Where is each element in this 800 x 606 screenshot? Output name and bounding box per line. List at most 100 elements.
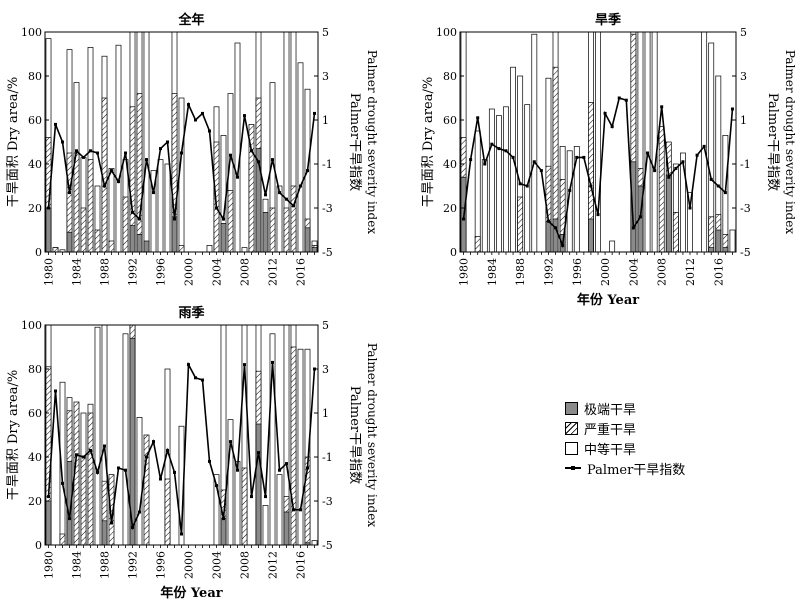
- moderate-bar: [488, 108, 495, 253]
- extreme-bar: [552, 218, 559, 253]
- pdsi-point: [702, 144, 706, 148]
- pdsi-point: [285, 197, 288, 201]
- pdsi-point: [201, 378, 204, 382]
- y2-tick-label: -5: [740, 246, 751, 259]
- extreme-swatch: [565, 401, 578, 415]
- pdsi-point: [82, 155, 85, 159]
- y2-tick-label: 5: [740, 26, 747, 39]
- x-tick-label: 2008: [239, 258, 252, 286]
- moderate-bar: [595, 31, 601, 253]
- moderate-bar: [206, 245, 213, 253]
- pdsi-point: [166, 140, 169, 144]
- chart-panel-1: 0 20 40 60 80 100 -5 -3 -1 1 3 5 1980 1984 1988 1992 199…: [6, 12, 379, 286]
- moderate-bar: [496, 115, 502, 253]
- y2-tick-label: -5: [322, 246, 333, 259]
- pdsi-point: [299, 184, 302, 188]
- pdsi-point: [306, 169, 309, 173]
- pdsi-point: [554, 226, 558, 230]
- x-tick-label: 1984: [71, 551, 84, 579]
- y2-tick-label: 5: [322, 319, 329, 332]
- pdsi-point: [264, 193, 267, 197]
- pdsi-point: [229, 153, 232, 157]
- pdsi-point: [89, 448, 92, 452]
- pdsi-point: [131, 210, 134, 214]
- legend: 极端干旱 严重干旱 中等干旱 Palmer干旱指数: [565, 398, 685, 478]
- pdsi-point: [61, 140, 64, 144]
- moderate-bar: [94, 326, 101, 546]
- pdsi-point: [264, 495, 267, 499]
- moderate-bar: [241, 247, 248, 253]
- y-axis-label: 干旱面积 Dry area/%: [6, 370, 21, 500]
- moderate-bar: [157, 159, 164, 253]
- y-tick-label: 20: [443, 202, 457, 215]
- pdsi-point: [285, 462, 288, 466]
- pdsi-point: [61, 481, 64, 485]
- moderate-bar: [644, 31, 651, 253]
- severe-bar: [122, 196, 129, 253]
- pdsi-point: [250, 495, 253, 499]
- y-tick-label: 0: [35, 246, 42, 259]
- pdsi-point: [222, 217, 225, 221]
- y2-tick-label: -3: [740, 202, 751, 215]
- moderate-bar: [227, 419, 234, 546]
- pdsi-point: [208, 459, 211, 463]
- moderate-bar: [115, 44, 122, 253]
- moderate-bar: [297, 62, 304, 253]
- extreme-bar: [129, 225, 136, 253]
- y-tick-label: 80: [28, 70, 42, 83]
- y-tick-label: 100: [21, 319, 42, 332]
- y-tick-label: 80: [28, 363, 42, 376]
- pdsi-point: [236, 468, 239, 472]
- pdsi-point: [194, 118, 197, 122]
- pdsi-point: [631, 226, 635, 230]
- severe-bar: [52, 247, 59, 253]
- pdsi-point: [292, 508, 295, 512]
- x-tick-label: 1992: [127, 551, 140, 579]
- moderate-bar: [701, 31, 708, 253]
- severe-bar: [517, 196, 524, 253]
- moderate-bar: [276, 185, 283, 253]
- pdsi-point: [299, 508, 302, 512]
- pdsi-point: [173, 470, 176, 474]
- pdsi-point: [617, 96, 621, 100]
- x-axis-label: 年份 Year: [577, 292, 639, 308]
- y-tick-label: 40: [28, 451, 42, 464]
- moderate-bar: [311, 540, 318, 546]
- y-axis-label: 干旱面积 Dry area/%: [421, 77, 436, 207]
- moderate-bar: [297, 348, 304, 546]
- pdsi-point: [271, 360, 274, 364]
- y2-axis-label-cn: Palmer干旱指数: [765, 93, 780, 191]
- y2-tick-label: -1: [322, 451, 333, 464]
- severe-bar: [658, 126, 665, 253]
- x-tick-label: 2016: [712, 258, 725, 286]
- pdsi-point: [54, 389, 57, 393]
- pdsi-point: [271, 158, 274, 162]
- y2-tick-label: 1: [322, 114, 329, 127]
- y2-axis-label-en: Palmer drought severity index: [365, 343, 379, 527]
- x-tick-label: 1984: [486, 258, 499, 286]
- pdsi-point: [124, 468, 127, 472]
- y2-tick-label: -3: [322, 495, 333, 508]
- x-tick-label: 1996: [571, 258, 584, 286]
- pdsi-point: [131, 525, 134, 529]
- pdsi-point: [187, 363, 190, 367]
- pdsi-point: [490, 142, 494, 146]
- severe-bar: [708, 216, 715, 253]
- y2-tick-label: 3: [322, 363, 329, 376]
- pdsi-point: [138, 217, 141, 221]
- y-tick-label: 60: [443, 114, 457, 127]
- pdsi-point: [215, 484, 218, 488]
- x-tick-label: 2016: [295, 258, 308, 286]
- y-tick-label: 60: [28, 114, 42, 127]
- severe-bar: [227, 190, 234, 253]
- x-tick-label: 2000: [599, 258, 612, 286]
- pdsi-point: [194, 376, 197, 380]
- extreme-bar: [171, 216, 178, 253]
- pdsi-point: [110, 521, 113, 525]
- y2-tick-label: -5: [322, 539, 333, 552]
- pdsi-point: [159, 477, 162, 481]
- pdsi-point: [110, 169, 113, 173]
- pdsi-point: [96, 151, 99, 155]
- pdsi-point: [674, 166, 678, 170]
- moderate-bar: [234, 461, 241, 546]
